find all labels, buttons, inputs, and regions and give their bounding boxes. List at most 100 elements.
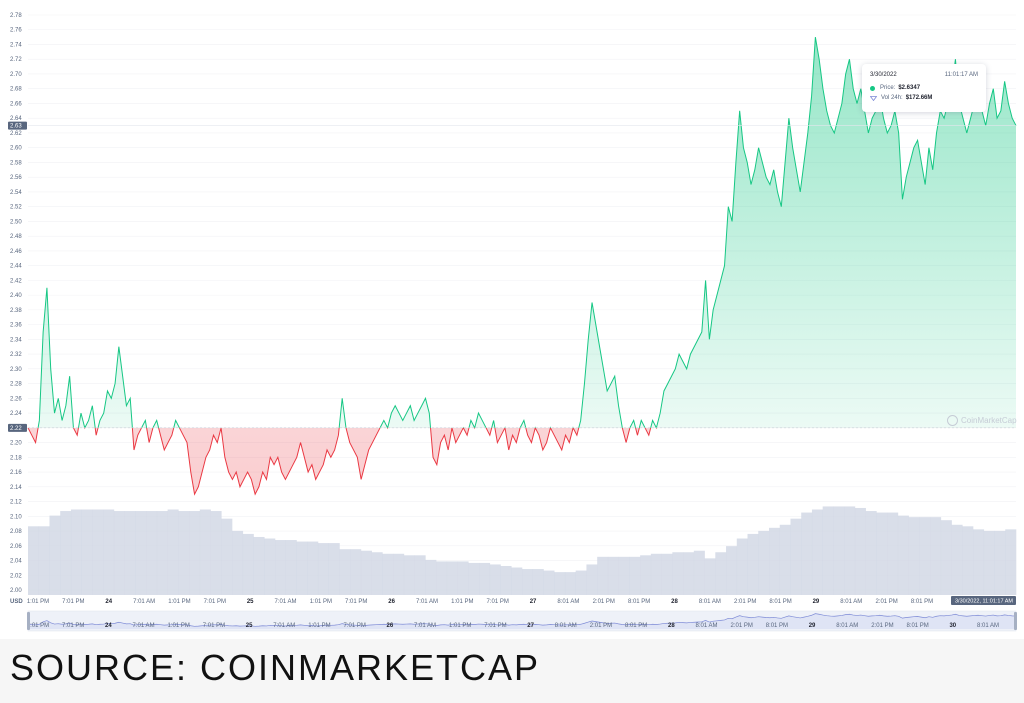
volume-bar <box>854 507 866 595</box>
volume-bar <box>779 524 791 595</box>
volume-bar <box>693 550 705 595</box>
y-tick-label: 2.06 <box>10 544 22 550</box>
navigator-tick-label: 7:01 PM <box>203 623 225 629</box>
y-tick-label: 2.66 <box>10 101 22 107</box>
source-caption: SOURCE: COINMARKETCAP <box>0 639 1024 703</box>
volume-bar <box>522 569 534 595</box>
volume-bar <box>650 553 662 595</box>
volume-bar <box>457 561 469 595</box>
navigator-tick-label: 7:01 AM <box>133 623 155 629</box>
x-tick-label: 2:01 PM <box>593 599 615 605</box>
watermark: CoinMarketCap <box>947 415 1017 426</box>
x-tick-label: 27 <box>530 599 537 605</box>
tooltip-vol-value: $172.66M <box>905 95 933 101</box>
price-line-down <box>27 427 657 496</box>
navigator-tick-label: 1:01 PM <box>308 623 330 629</box>
y-axis: 2.00 2.02 2.04 2.06 2.08 2.10 2.12 2.14 2.16 2.18… <box>8 13 27 594</box>
volume-bar <box>167 509 179 595</box>
navigator-tick-label: 2:01 PM <box>871 623 893 629</box>
y-tick-label: 2.48 <box>10 234 22 240</box>
volume-bar <box>264 538 276 595</box>
volume-bar <box>242 533 254 595</box>
volume-bar <box>60 511 72 595</box>
x-tick-label: 2:01 PM <box>734 599 756 605</box>
navigator-tick-label: 8:01 PM <box>766 623 788 629</box>
volume-bar <box>640 555 652 595</box>
area-down <box>28 427 1016 495</box>
range-navigator[interactable]: 1:01 PM 7:01 PM 24 7:01 AM 1:01 PM 7:01 PM 25 7… <box>27 610 1017 632</box>
volume-bar <box>607 556 619 595</box>
watermark-text: CoinMarketCap <box>961 416 1017 425</box>
volume-bar <box>897 515 909 595</box>
x-tick-label: 1:01 PM <box>27 599 49 605</box>
volume-bar <box>564 572 576 595</box>
price-line-up <box>27 37 1017 428</box>
y-tick-label: 2.58 <box>10 160 22 166</box>
current-price-tag: 2.63 <box>8 121 27 130</box>
x-tick-label: 8:01 PM <box>769 599 791 605</box>
x-tick-label: 7:01 PM <box>62 599 84 605</box>
volume-bar <box>983 530 995 595</box>
navigator-tick-label: 30 <box>949 623 956 629</box>
area-up <box>28 37 1016 428</box>
currency-label: USD <box>10 599 23 605</box>
x-tick-label: 26 <box>388 599 395 605</box>
x-tick-label: 7:01 AM <box>416 599 438 605</box>
volume-icon <box>870 95 877 101</box>
navigator-tick-label: 2:01 PM <box>731 623 753 629</box>
y-tick-label: 2.04 <box>10 559 22 565</box>
navigator-tick-label: 28 <box>668 623 675 629</box>
volume-bar <box>500 565 512 595</box>
volume-bar <box>253 536 265 595</box>
x-tick-label: 7:01 PM <box>487 599 509 605</box>
volume-bar <box>479 562 491 595</box>
y-tick-label: 2.32 <box>10 352 22 358</box>
y-tick-label: 2.40 <box>10 293 22 299</box>
current-time-text: 3/30/2022, 11:01:17 AM <box>955 599 1013 605</box>
coinmarketcap-logo-icon <box>947 415 958 426</box>
tooltip-time: 11:01:17 AM <box>944 72 978 78</box>
x-tick-label: 1:01 PM <box>168 599 190 605</box>
volume-bar <box>715 552 727 595</box>
volume-bar <box>575 570 587 595</box>
tooltip-vol-label: Vol 24h: <box>881 95 903 101</box>
volume-bar <box>446 561 458 595</box>
volume-bar <box>360 550 372 595</box>
volume-bar <box>425 559 437 595</box>
navigator-tick-label: 7:01 AM <box>273 623 295 629</box>
y-tick-label: 2.30 <box>10 367 22 373</box>
volume-bar <box>382 553 394 595</box>
tooltip-price-value: $2.6347 <box>898 85 921 91</box>
navigator-area <box>28 613 1016 629</box>
price-line <box>27 37 1017 496</box>
price-chart[interactable]: 2.00 2.02 2.04 2.06 2.08 2.10 2.12 2.14 2.16 2.18… <box>0 0 1024 639</box>
volume-bar <box>973 529 985 595</box>
volume-bar <box>661 553 673 595</box>
x-tick-label: 25 <box>247 599 254 605</box>
source-text: SOURCE: COINMARKETCAP <box>10 647 541 688</box>
volume-bar <box>1005 529 1017 595</box>
volume-bar <box>704 558 716 595</box>
navigator-tick-label: 29 <box>809 623 816 629</box>
volume-bar <box>307 541 319 595</box>
y-tick-label: 2.44 <box>10 264 22 270</box>
volume-bar <box>124 511 136 595</box>
volume-bar <box>468 562 480 595</box>
volume-bar <box>339 549 351 595</box>
y-tick-label: 2.42 <box>10 278 22 284</box>
volume-bar <box>28 526 40 595</box>
y-tick-label: 2.70 <box>10 72 22 78</box>
volume-bar <box>328 543 340 595</box>
price-tooltip: 3/30/2022 11:01:17 AM Price: $2.6347 Vol… <box>862 64 986 112</box>
volume-bar <box>146 511 158 595</box>
navigator-tick-label: 1:01 PM <box>27 623 49 629</box>
volume-bar <box>940 520 952 595</box>
volume-bar <box>511 567 523 595</box>
volume-bar <box>758 530 770 595</box>
y-tick-label: 2.76 <box>10 28 22 34</box>
x-tick-label: 8:01 AM <box>557 599 579 605</box>
y-tick-label: 2.64 <box>10 116 22 122</box>
volume-bar <box>403 555 415 595</box>
volume-bar <box>393 553 405 595</box>
volume-bar <box>887 512 899 595</box>
